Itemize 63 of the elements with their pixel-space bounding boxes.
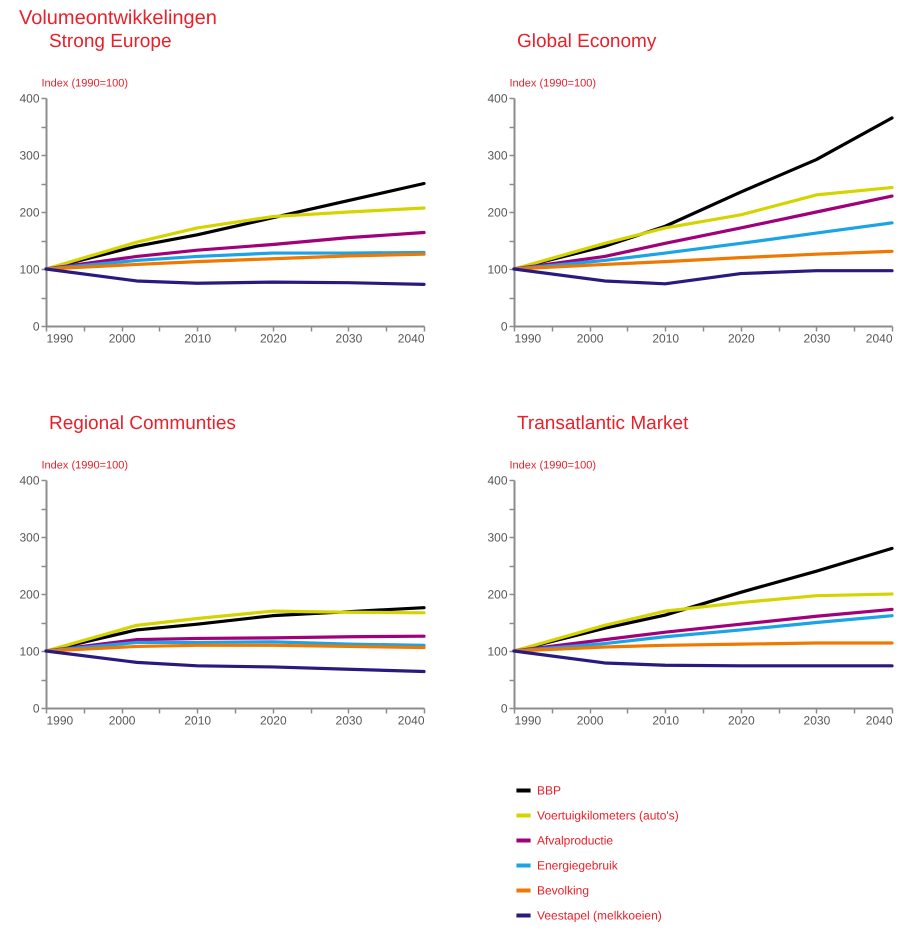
x-tick-label: 2030 xyxy=(336,332,363,346)
legend-label: BBP xyxy=(537,784,562,798)
y-tick-label: 400 xyxy=(19,474,40,488)
y-axis-title: Index (1990=100) xyxy=(42,460,128,472)
y-axis-title: Index (1990=100) xyxy=(42,78,128,90)
y-tick-label: 400 xyxy=(487,92,508,106)
legend-label: Afvalproductie xyxy=(537,834,614,848)
x-tick-label: 2040 xyxy=(866,332,893,346)
y-tick-label: 100 xyxy=(19,644,40,658)
y-tick-label: 100 xyxy=(19,262,40,276)
y-tick-label: 300 xyxy=(487,530,508,544)
chart-title: Global Economy xyxy=(516,31,657,52)
chart-title: Regional Communties xyxy=(48,413,236,434)
y-tick-label: 0 xyxy=(500,702,508,716)
y-tick-label: 0 xyxy=(500,320,508,334)
x-tick-label: 2040 xyxy=(398,332,425,346)
text: Volumeontwikkelingen xyxy=(18,7,217,29)
x-tick-label: 2000 xyxy=(576,332,604,346)
y-tick-label: 0 xyxy=(32,320,40,334)
x-tick-label: 2010 xyxy=(652,714,680,728)
x-tick-label: 2010 xyxy=(184,714,212,728)
line-series xyxy=(44,649,426,674)
y-tick-label: 300 xyxy=(19,530,40,544)
x-tick-label: 1990 xyxy=(46,332,74,346)
x-tick-label: 2000 xyxy=(576,714,604,728)
x-tick-label: 1990 xyxy=(46,714,74,728)
x-tick-label: 1990 xyxy=(514,332,542,346)
x-tick-label: 2000 xyxy=(108,714,136,728)
x-tick-label: 2030 xyxy=(336,714,363,728)
x-tick-label: 2040 xyxy=(398,714,425,728)
x-tick-label: 2040 xyxy=(866,714,893,728)
y-tick-label: 100 xyxy=(487,262,508,276)
y-tick-label: 400 xyxy=(487,474,508,488)
line-series xyxy=(512,267,894,286)
legend-label: Energiegebruik xyxy=(537,858,619,872)
y-tick-label: 200 xyxy=(487,206,508,220)
line-series xyxy=(44,267,426,286)
y-tick-label: 400 xyxy=(19,92,40,106)
y-axis-title: Index (1990=100) xyxy=(510,460,596,472)
legend-label: Voertuigkilometers (auto's) xyxy=(537,808,679,822)
x-tick-label: 2020 xyxy=(260,714,287,728)
y-tick-label: 0 xyxy=(32,702,40,716)
x-tick-label: 1990 xyxy=(514,714,542,728)
x-tick-label: 2030 xyxy=(804,714,831,728)
y-tick-label: 200 xyxy=(19,206,40,220)
y-tick-label: 100 xyxy=(487,644,508,658)
chart-title: Strong Europe xyxy=(48,31,172,52)
legend-label: Bevolking xyxy=(537,884,590,898)
y-tick-label: 200 xyxy=(19,588,40,602)
chart-title: Transatlantic Market xyxy=(516,413,690,434)
x-tick-label: 2020 xyxy=(728,332,755,346)
x-tick-label: 2010 xyxy=(652,332,680,346)
x-tick-label: 2010 xyxy=(184,332,212,346)
y-axis-title: Index (1990=100) xyxy=(510,78,596,90)
x-tick-label: 2000 xyxy=(108,332,136,346)
x-tick-label: 2030 xyxy=(804,332,831,346)
line-series xyxy=(512,649,894,668)
legend-label: Veestapel (melkkoeien) xyxy=(537,908,662,922)
y-tick-label: 300 xyxy=(487,148,508,162)
y-tick-label: 300 xyxy=(19,148,40,162)
y-tick-label: 200 xyxy=(487,588,508,602)
x-tick-label: 2020 xyxy=(728,714,755,728)
x-tick-label: 2020 xyxy=(260,332,287,346)
